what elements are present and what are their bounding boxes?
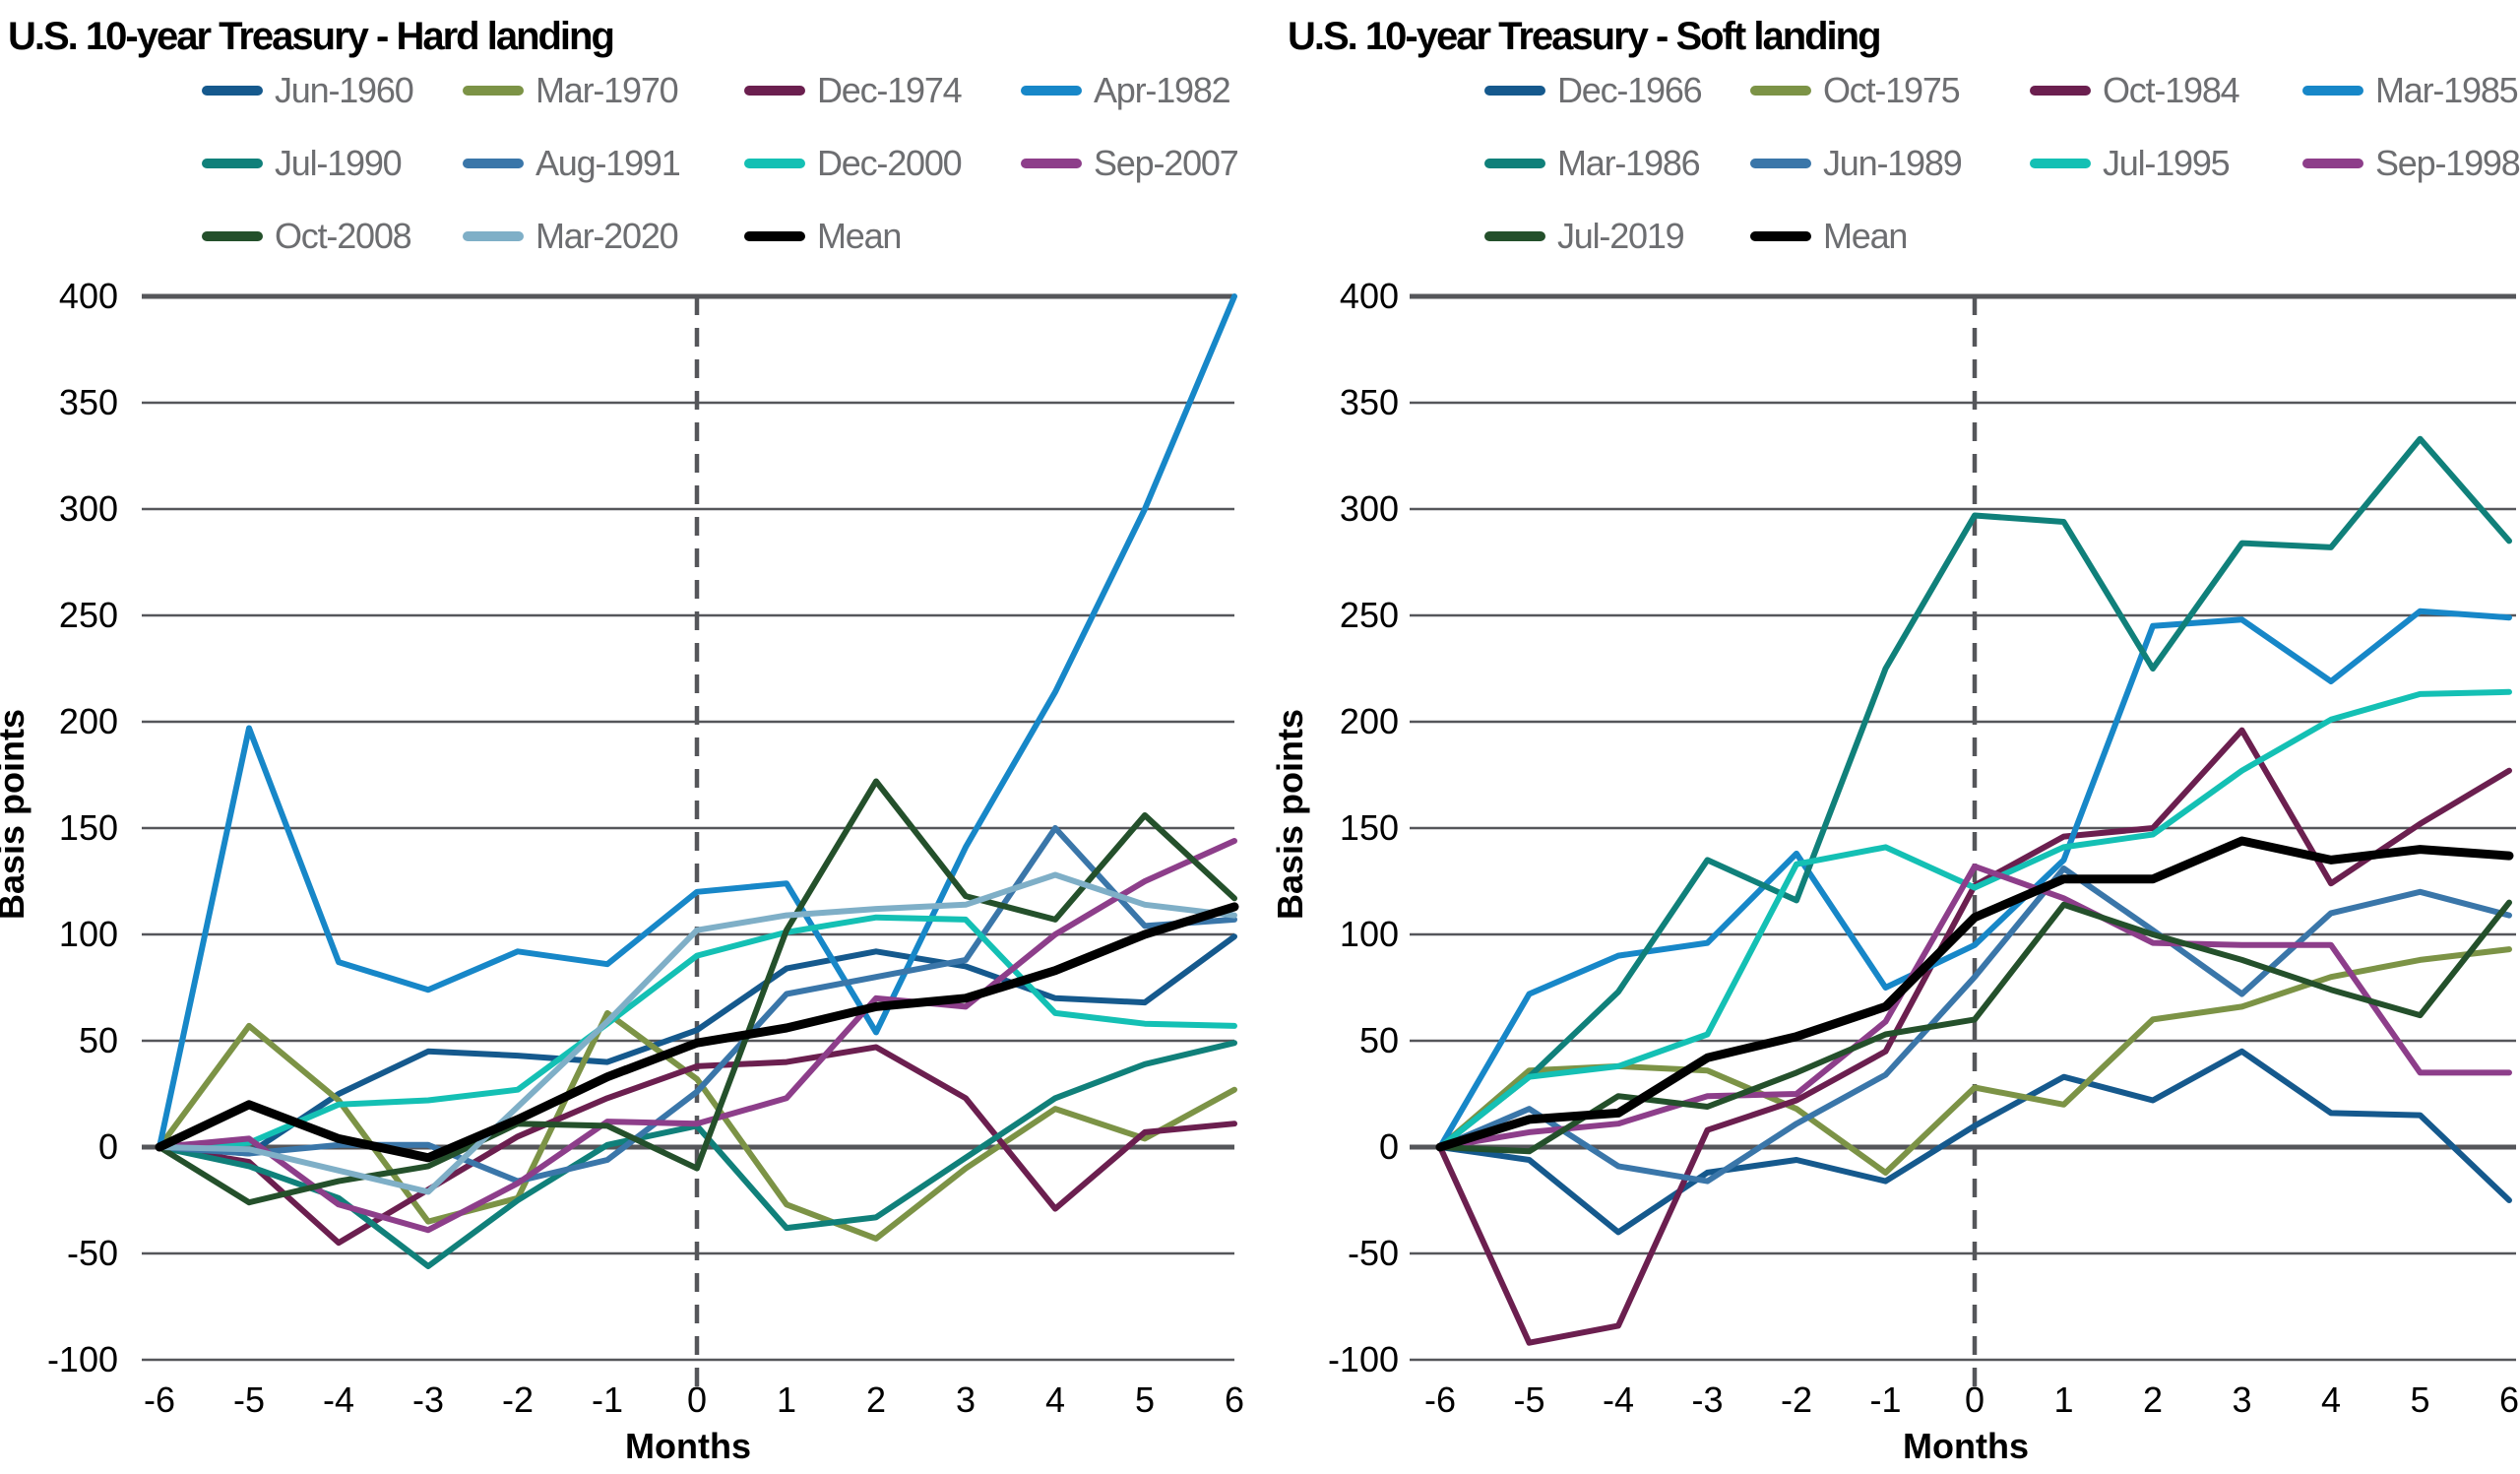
svg-text:300: 300 — [59, 488, 118, 529]
svg-text:Mar-1985: Mar-1985 — [2375, 70, 2518, 110]
svg-text:Mean: Mean — [817, 216, 901, 256]
svg-text:250: 250 — [59, 595, 118, 635]
svg-text:Jun-1989: Jun-1989 — [1823, 143, 1962, 183]
svg-text:0: 0 — [1379, 1126, 1399, 1167]
svg-text:Mar-1970: Mar-1970 — [536, 70, 678, 110]
svg-text:50: 50 — [1359, 1020, 1399, 1060]
svg-text:Basis points: Basis points — [1270, 709, 1310, 920]
svg-text:-2: -2 — [1781, 1379, 1812, 1420]
svg-text:Jul-1995: Jul-1995 — [2103, 143, 2230, 183]
svg-text:-50: -50 — [67, 1233, 118, 1273]
svg-text:Dec-1974: Dec-1974 — [817, 70, 962, 110]
svg-text:Oct-1975: Oct-1975 — [1823, 70, 1960, 110]
svg-text:Apr-1982: Apr-1982 — [1094, 70, 1230, 110]
svg-text:350: 350 — [1340, 382, 1399, 422]
svg-text:Jun-1960: Jun-1960 — [275, 70, 413, 110]
svg-text:-4: -4 — [323, 1379, 354, 1420]
svg-text:Months: Months — [1903, 1426, 2029, 1466]
svg-text:150: 150 — [1340, 807, 1399, 848]
svg-text:4: 4 — [1045, 1379, 1065, 1420]
svg-text:200: 200 — [1340, 701, 1399, 741]
svg-text:Aug-1991: Aug-1991 — [536, 143, 680, 183]
svg-text:6: 6 — [2499, 1379, 2519, 1420]
svg-text:400: 400 — [59, 276, 118, 316]
svg-text:4: 4 — [2321, 1379, 2341, 1420]
svg-text:100: 100 — [1340, 914, 1399, 954]
svg-text:50: 50 — [79, 1020, 118, 1060]
svg-text:2: 2 — [2143, 1379, 2163, 1420]
svg-text:Sep-2007: Sep-2007 — [1094, 143, 1238, 183]
svg-text:-2: -2 — [502, 1379, 534, 1420]
svg-text:Mar-1986: Mar-1986 — [1557, 143, 1700, 183]
svg-text:3: 3 — [2232, 1379, 2251, 1420]
svg-text:-4: -4 — [1603, 1379, 1634, 1420]
svg-text:6: 6 — [1225, 1379, 1244, 1420]
svg-text:U.S. 10-year Treasury - Soft l: U.S. 10-year Treasury - Soft landing — [1288, 15, 1880, 58]
svg-text:2: 2 — [866, 1379, 886, 1420]
svg-text:250: 250 — [1340, 595, 1399, 635]
svg-text:Oct-1984: Oct-1984 — [2103, 70, 2239, 110]
svg-text:-6: -6 — [1424, 1379, 1456, 1420]
svg-text:200: 200 — [59, 701, 118, 741]
svg-text:Basis points: Basis points — [0, 709, 32, 920]
svg-text:-3: -3 — [1691, 1379, 1723, 1420]
svg-text:0: 0 — [1965, 1379, 1984, 1420]
svg-text:U.S. 10-year Treasury - Hard l: U.S. 10-year Treasury - Hard landing — [8, 15, 613, 58]
svg-text:1: 1 — [777, 1379, 796, 1420]
svg-text:Oct-2008: Oct-2008 — [275, 216, 411, 256]
svg-text:-100: -100 — [47, 1339, 118, 1379]
svg-text:150: 150 — [59, 807, 118, 848]
svg-text:Jul-2019: Jul-2019 — [1557, 216, 1684, 256]
svg-text:-100: -100 — [1328, 1339, 1399, 1379]
svg-text:-50: -50 — [1348, 1233, 1399, 1273]
svg-text:400: 400 — [1340, 276, 1399, 316]
svg-text:-6: -6 — [144, 1379, 175, 1420]
svg-text:-5: -5 — [1513, 1379, 1544, 1420]
svg-text:-1: -1 — [1869, 1379, 1901, 1420]
svg-text:100: 100 — [59, 914, 118, 954]
svg-text:Sep-1998: Sep-1998 — [2375, 143, 2520, 183]
svg-text:0: 0 — [687, 1379, 707, 1420]
svg-text:5: 5 — [1135, 1379, 1155, 1420]
svg-text:-1: -1 — [592, 1379, 623, 1420]
svg-text:Mean: Mean — [1823, 216, 1907, 256]
svg-text:-5: -5 — [233, 1379, 265, 1420]
svg-text:350: 350 — [59, 382, 118, 422]
svg-text:Dec-2000: Dec-2000 — [817, 143, 962, 183]
svg-text:5: 5 — [2410, 1379, 2429, 1420]
svg-text:Dec-1966: Dec-1966 — [1557, 70, 1702, 110]
svg-text:300: 300 — [1340, 488, 1399, 529]
svg-text:3: 3 — [956, 1379, 976, 1420]
svg-text:0: 0 — [98, 1126, 118, 1167]
svg-text:1: 1 — [2053, 1379, 2073, 1420]
svg-text:Mar-2020: Mar-2020 — [536, 216, 678, 256]
svg-text:Months: Months — [625, 1426, 751, 1466]
svg-text:-3: -3 — [412, 1379, 444, 1420]
svg-text:Jul-1990: Jul-1990 — [275, 143, 402, 183]
